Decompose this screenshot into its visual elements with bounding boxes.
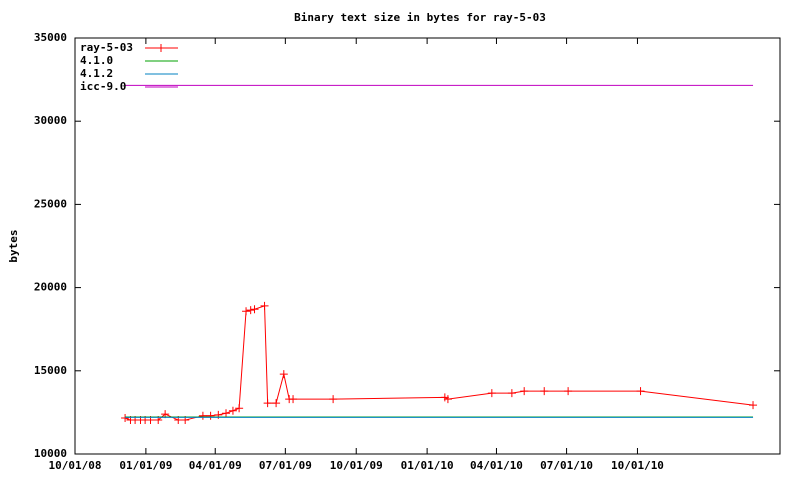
y-axis-label: bytes xyxy=(7,229,20,262)
point-marker xyxy=(507,389,516,398)
x-tick-label: 10/01/08 xyxy=(49,459,102,472)
point-marker xyxy=(263,399,272,408)
point-marker xyxy=(222,409,231,418)
y-tick-label: 30000 xyxy=(34,114,67,127)
y-tick-label: 20000 xyxy=(34,281,67,294)
point-marker xyxy=(487,389,496,398)
y-tick-label: 35000 xyxy=(34,31,67,44)
point-marker xyxy=(329,395,338,404)
x-tick-label: 07/01/10 xyxy=(540,459,593,472)
point-marker xyxy=(520,387,529,396)
y-tick-label: 25000 xyxy=(34,197,67,210)
point-marker xyxy=(121,414,130,423)
x-tick-label: 04/01/10 xyxy=(470,459,523,472)
point-marker xyxy=(443,395,452,404)
point-marker xyxy=(235,404,244,413)
legend-label: 4.1.0 xyxy=(80,54,113,67)
legend-label: ray-5-03 xyxy=(80,41,133,54)
series-line xyxy=(124,305,754,421)
point-marker xyxy=(289,395,298,404)
y-tick-label: 15000 xyxy=(34,364,67,377)
point-marker xyxy=(228,406,237,415)
x-tick-label: 10/01/10 xyxy=(611,459,664,472)
point-marker xyxy=(206,411,215,420)
x-tick-label: 01/01/10 xyxy=(401,459,454,472)
legend-label: 4.1.2 xyxy=(80,67,113,80)
point-marker xyxy=(198,411,207,420)
point-marker xyxy=(564,387,573,396)
point-marker xyxy=(749,401,758,410)
point-marker xyxy=(540,387,549,396)
point-marker xyxy=(260,301,269,310)
chart-title: Binary text size in bytes for ray-5-03 xyxy=(294,11,546,24)
x-tick-label: 10/01/09 xyxy=(330,459,383,472)
legend-label: icc-9.0 xyxy=(80,80,126,93)
point-marker xyxy=(636,387,645,396)
x-tick-label: 07/01/09 xyxy=(259,459,312,472)
point-marker xyxy=(279,370,288,379)
legend-marker xyxy=(157,44,165,52)
point-marker xyxy=(246,306,255,315)
plot-frame xyxy=(74,37,781,455)
y-tick-label: 10000 xyxy=(34,447,67,460)
point-marker xyxy=(250,305,259,314)
x-tick-label: 01/01/09 xyxy=(119,459,172,472)
x-tick-label: 04/01/09 xyxy=(189,459,242,472)
point-marker xyxy=(272,399,281,408)
point-marker xyxy=(242,307,251,316)
